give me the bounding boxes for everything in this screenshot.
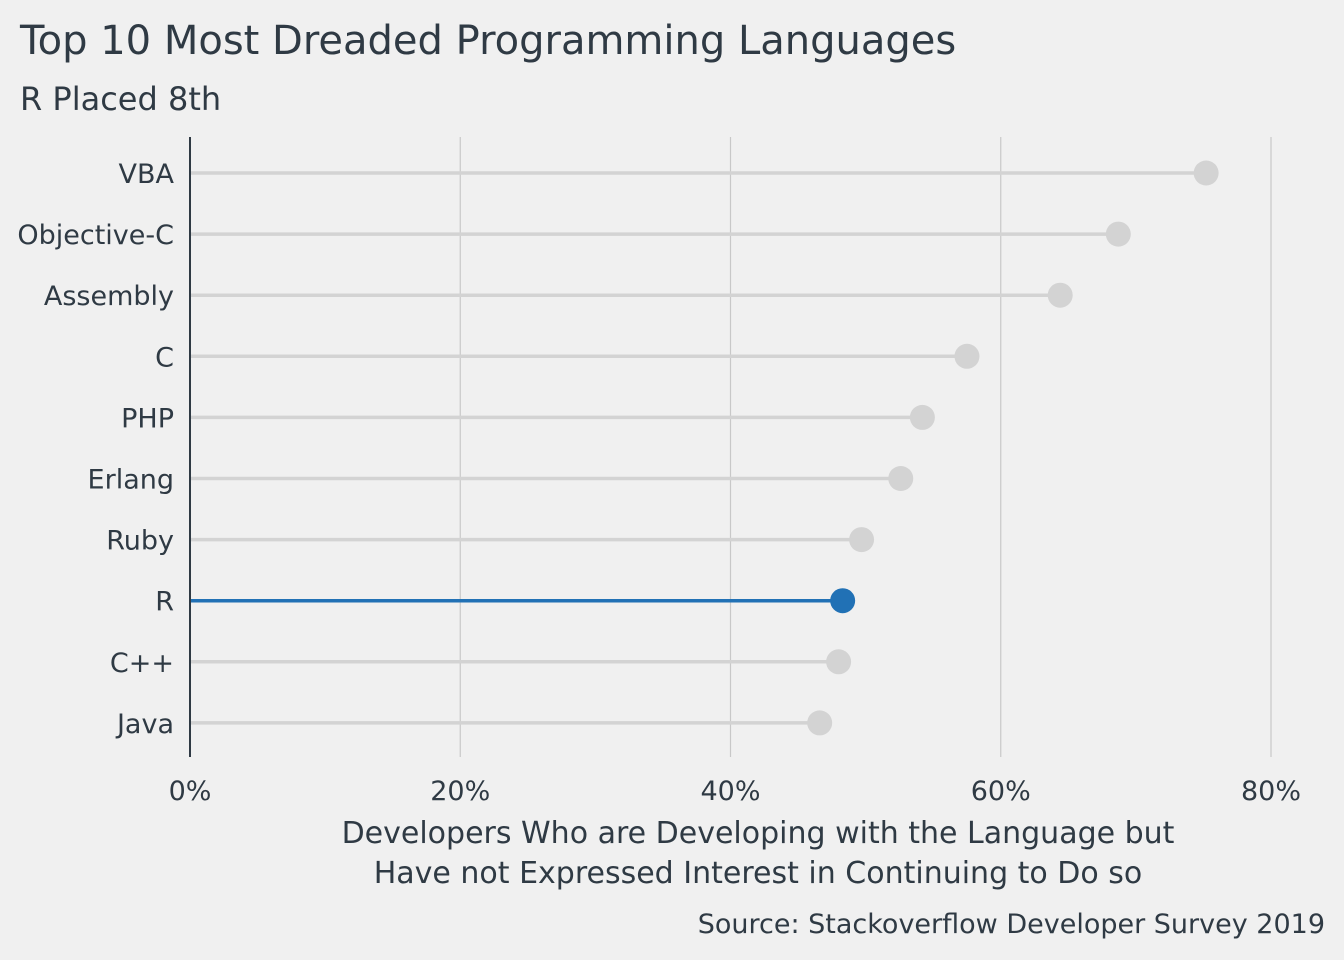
y-tick-label-cplusplus: C++ (110, 648, 174, 679)
y-tick-label-java: Java (115, 709, 174, 740)
lollipop-stems (190, 171, 1207, 725)
point-erlang (888, 466, 914, 491)
chart-title: Top 10 Most Dreaded Programming Language… (19, 18, 956, 64)
chart-caption: Source: Stackoverflow Developer Survey 2… (698, 909, 1325, 940)
x-axis-label-line-2: Have not Expressed Interest in Continuin… (374, 856, 1143, 891)
point-cplusplus (826, 649, 852, 675)
point-r (830, 588, 856, 614)
y-tick-label-ruby: Ruby (106, 526, 174, 557)
x-axis-label-line-1: Developers Who are Developing with the L… (342, 816, 1175, 851)
x-tick-labels: 0% 20% 40% 60% 80% (169, 776, 1301, 807)
lollipop-points (807, 160, 1219, 736)
x-tick-label-0: 0% (169, 776, 212, 807)
x-tick-label-80: 80% (1241, 776, 1301, 807)
point-c (954, 343, 980, 369)
x-tick-label-60: 60% (971, 776, 1031, 807)
y-tick-label-r: R (155, 587, 174, 618)
point-vba (1193, 160, 1219, 186)
y-tick-label-php: PHP (121, 403, 174, 434)
point-java (807, 710, 833, 736)
y-tick-label-c: C (155, 342, 174, 373)
point-assembly (1047, 282, 1073, 308)
point-php (909, 404, 935, 430)
chart-subtitle: R Placed 8th (20, 80, 221, 118)
grid-lines (459, 137, 1272, 757)
x-tick-label-40: 40% (700, 776, 760, 807)
y-tick-label-objective-c: Objective-C (17, 220, 174, 251)
y-tick-labels: VBA Objective-C Assembly C PHP Erlang Ruby R C++… (17, 159, 174, 740)
point-objective-c (1105, 221, 1131, 247)
point-ruby (849, 527, 875, 553)
y-tick-label-erlang: Erlang (88, 465, 174, 496)
y-tick-label-vba: VBA (119, 159, 175, 190)
y-tick-label-assembly: Assembly (44, 281, 174, 312)
x-tick-label-20: 20% (430, 776, 490, 807)
